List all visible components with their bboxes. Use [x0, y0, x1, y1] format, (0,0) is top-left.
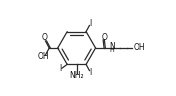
Text: H: H [110, 48, 115, 53]
Text: OH: OH [37, 52, 49, 61]
Text: N: N [109, 42, 115, 51]
Text: I: I [89, 68, 92, 77]
Text: O: O [42, 33, 48, 42]
Text: NH₂: NH₂ [69, 71, 84, 80]
Text: O: O [102, 33, 108, 42]
Text: I: I [59, 64, 61, 73]
Text: OH: OH [133, 43, 145, 53]
Text: I: I [89, 19, 92, 28]
